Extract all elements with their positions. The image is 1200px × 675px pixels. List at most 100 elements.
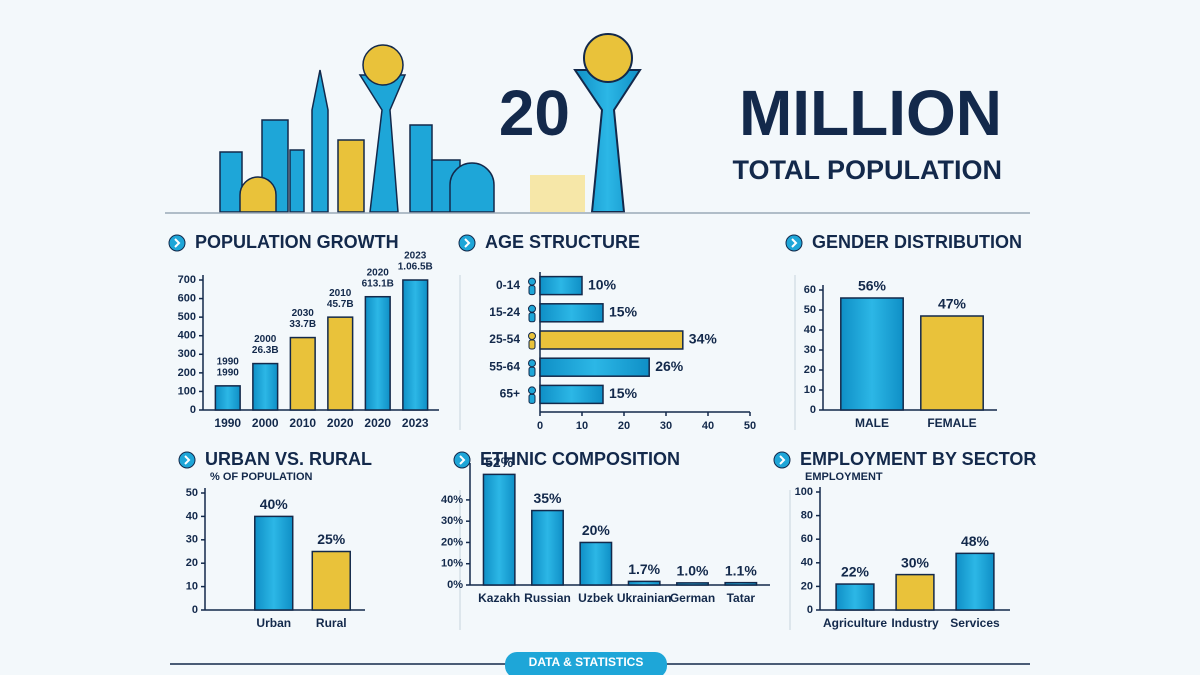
x-tick-label: 1990 [214, 416, 241, 430]
bar-label: 1.06.5B [398, 262, 433, 273]
person-icon [528, 285, 536, 296]
value-label: 52% [485, 454, 514, 470]
panel-title: AGE STRUCTURE [485, 232, 640, 252]
y-tick-label: 700 [178, 274, 196, 286]
x-tick-label: FEMALE [927, 416, 976, 430]
person-icon [528, 386, 536, 395]
bar [311, 550, 351, 611]
y-tick-label: 200 [178, 367, 196, 379]
panel-subtitle: % OF POPULATION [210, 471, 313, 483]
bar [920, 315, 984, 411]
footer-pill [505, 652, 667, 675]
value-label: 25% [317, 531, 346, 547]
panel-title: ETHNIC COMPOSITION [480, 449, 680, 469]
person-icon [528, 366, 536, 377]
y-tick-label: 60 [804, 284, 816, 296]
y-tick-label: 20 [801, 580, 813, 592]
x-tick-label: 50 [744, 420, 756, 432]
bar-label: 26.3B [252, 345, 279, 356]
bar [482, 473, 516, 586]
y-tick-label: 20 [186, 557, 198, 569]
bar [252, 362, 279, 411]
value-label: 22% [841, 564, 870, 580]
value-label: 1.7% [628, 561, 660, 577]
baiterek-tower [573, 33, 642, 213]
panel-title: EMPLOYMENT BY SECTOR [800, 449, 1036, 469]
x-tick-label: 0 [537, 420, 543, 432]
y-tick-label: 0 [810, 404, 816, 416]
y-tick-label: 400 [178, 330, 196, 342]
bar [724, 581, 758, 586]
value-label: 15% [609, 304, 638, 320]
bar [539, 303, 604, 323]
x-tick-label: Rural [316, 616, 347, 630]
title-icon [779, 455, 786, 465]
title-icon [178, 451, 196, 469]
x-tick-label: German [670, 591, 715, 605]
x-tick-label: MALE [855, 416, 889, 430]
value-label: 1.0% [677, 563, 709, 579]
person-icon [528, 277, 536, 286]
x-tick-label: Services [950, 616, 1000, 630]
y-tick-label: 500 [178, 311, 196, 323]
x-tick-label: Ukrainian [617, 591, 672, 605]
y-tick-label: 40 [186, 510, 198, 522]
headline-word: MILLION [739, 77, 1002, 149]
title-icon [464, 238, 471, 248]
value-label: 26% [655, 358, 684, 374]
y-tick-label: 0 [807, 604, 813, 616]
y-tick-label: 0-14 [496, 278, 520, 292]
skyline-shadow [530, 175, 585, 212]
y-tick-label: 40% [441, 494, 463, 506]
bar-label: 2010 [329, 288, 352, 299]
headline-subtitle: TOTAL POPULATION [733, 155, 1003, 185]
title-icon [453, 451, 471, 469]
title-icon [174, 238, 181, 248]
bar [531, 509, 564, 586]
y-tick-label: 10 [186, 581, 198, 593]
bar [676, 582, 709, 586]
y-tick-label: 65+ [500, 387, 520, 401]
panel-title: URBAN VS. RURAL [205, 449, 372, 469]
person-icon [528, 359, 536, 368]
x-tick-label: Industry [891, 616, 939, 630]
y-tick-label: 30% [441, 515, 463, 527]
panel-title: GENDER DISTRIBUTION [812, 232, 1022, 252]
bar [895, 573, 935, 611]
bar-label: 2000 [254, 334, 277, 345]
y-tick-label: 0 [192, 604, 198, 616]
x-tick-label: 40 [702, 420, 714, 432]
bar [539, 275, 583, 296]
bar [254, 515, 294, 611]
bar [840, 297, 904, 411]
bar [539, 357, 650, 377]
y-tick-label: 15-24 [489, 305, 520, 319]
y-tick-label: 80 [801, 510, 813, 522]
y-tick-label: 20 [804, 364, 816, 376]
x-tick-label: Kazakh [478, 591, 520, 605]
skyline [219, 44, 495, 213]
y-tick-label: 60 [801, 533, 813, 545]
y-tick-label: 20% [441, 536, 463, 548]
value-label: 34% [689, 331, 718, 347]
value-label: 47% [938, 296, 967, 312]
x-tick-label: 2000 [252, 416, 279, 430]
y-tick-label: 50 [804, 304, 816, 316]
panel-subtitle: EMPLOYMENT [805, 471, 883, 483]
y-tick-label: 300 [178, 348, 196, 360]
bar-label: 613.1B [362, 278, 394, 289]
bar-label: 2023 [404, 251, 427, 262]
panel-title: POPULATION GROWTH [195, 232, 399, 252]
bar [835, 583, 875, 611]
title-icon [459, 455, 466, 465]
y-tick-label: 10% [441, 558, 463, 570]
title-icon [184, 455, 191, 465]
bar [289, 336, 316, 411]
value-label: 20% [582, 522, 611, 538]
x-tick-label: Tatar [727, 591, 756, 605]
bar [539, 330, 684, 350]
y-tick-label: 40 [801, 557, 813, 569]
person-icon [528, 312, 536, 323]
person-icon [528, 339, 536, 350]
